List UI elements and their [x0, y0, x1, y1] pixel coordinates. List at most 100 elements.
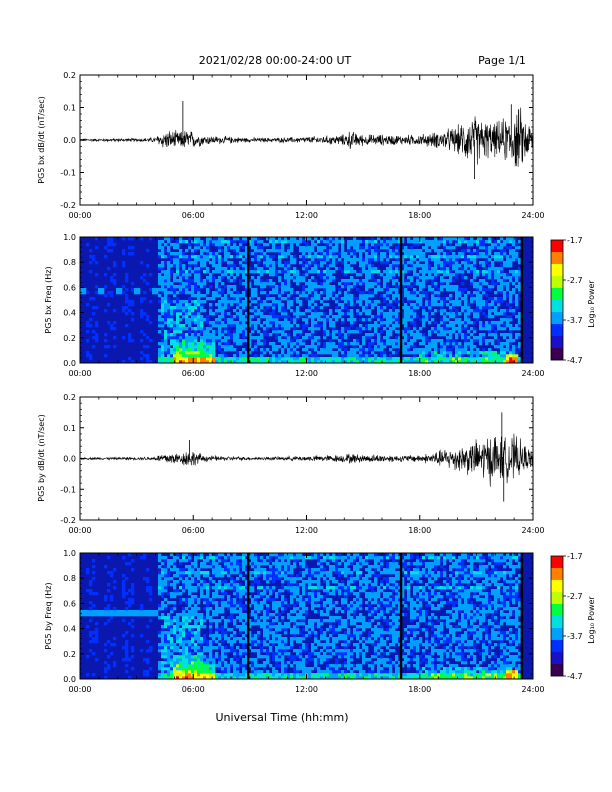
- spectrogram-cell: [212, 243, 216, 247]
- spectrogram-cell: [173, 619, 177, 623]
- spectrogram-cell: [323, 291, 327, 295]
- spectrogram-cell: [185, 676, 189, 680]
- spectrogram-cell: [260, 300, 264, 304]
- spectrogram-cell: [110, 610, 114, 614]
- spectrogram-cell: [464, 318, 468, 322]
- spectrogram-cell: [140, 339, 144, 343]
- spectrogram-cell: [353, 330, 357, 334]
- spectrogram-cell: [182, 348, 186, 352]
- spectrogram-cell: [455, 288, 459, 292]
- spectrogram-cell: [149, 589, 153, 593]
- spectrogram-cell: [200, 252, 204, 256]
- spectrogram-cell: [125, 640, 129, 644]
- spectrogram-cell: [218, 294, 222, 298]
- spectrogram-cell: [410, 342, 414, 346]
- spectrogram-cell: [131, 586, 135, 590]
- spectrogram-cell: [206, 357, 210, 361]
- spectrogram-cell: [158, 360, 162, 364]
- spectrogram-cell: [338, 345, 342, 349]
- spectrogram-cell: [479, 360, 483, 364]
- spectrogram-cell: [416, 348, 420, 352]
- spectrogram-cell: [506, 309, 510, 313]
- colorbar-segment: [551, 270, 563, 273]
- spectrogram-cell: [443, 303, 447, 307]
- spectrogram-cell: [431, 330, 435, 334]
- spectrogram-cell: [164, 676, 168, 680]
- spectrogram-cell: [383, 246, 387, 250]
- spectrogram-cell: [353, 285, 357, 289]
- spectrogram-cell: [281, 357, 285, 361]
- spectrogram-cell: [476, 270, 480, 274]
- spectrogram-cell: [113, 345, 117, 349]
- spectrogram-cell: [182, 628, 186, 632]
- spectrogram-cell: [326, 285, 330, 289]
- spectrogram-cell: [188, 339, 192, 343]
- spectrogram-cell: [452, 345, 456, 349]
- xtick-label: 18:00: [408, 526, 431, 535]
- spectrogram-cell: [227, 243, 231, 247]
- spectrogram-cell: [482, 306, 486, 310]
- spectrogram-cell: [146, 264, 150, 268]
- spectrogram-cell: [179, 345, 183, 349]
- spectrogram-cell: [458, 333, 462, 337]
- spectrogram-cell: [149, 613, 153, 617]
- spectrogram-cell: [236, 297, 240, 301]
- spectrogram-cell: [494, 282, 498, 286]
- spectrogram-cell: [425, 348, 429, 352]
- spectrogram-cell: [254, 246, 258, 250]
- spectrogram-cell: [122, 264, 126, 268]
- spectrogram-cell: [305, 261, 309, 265]
- spectrogram-cell: [254, 300, 258, 304]
- spectrogram-cell: [503, 297, 507, 301]
- spectrogram-cell: [215, 312, 219, 316]
- spectrogram-cell: [392, 339, 396, 343]
- spectrogram-cell: [422, 267, 426, 271]
- spectrogram-cell: [443, 261, 447, 265]
- spectrogram-cell: [335, 261, 339, 265]
- spectrogram-cell: [179, 613, 183, 617]
- spectrogram-cell: [464, 294, 468, 298]
- spectrogram-cell: [110, 574, 114, 578]
- spectrogram-cell: [269, 324, 273, 328]
- spectrogram-cell: [449, 255, 453, 259]
- spectrogram-cell: [332, 345, 336, 349]
- spectrogram-cell: [167, 664, 171, 668]
- spectrogram-cell: [437, 240, 441, 244]
- spectrogram-cell: [182, 670, 186, 674]
- spectrogram-cell: [428, 333, 432, 337]
- spectrogram-cell: [281, 270, 285, 274]
- spectrogram-cell: [515, 315, 519, 319]
- spectrogram-cell: [329, 240, 333, 244]
- spectrogram-cell: [224, 619, 228, 623]
- spectrogram-cell: [224, 318, 228, 322]
- spectrogram-cell: [122, 252, 126, 256]
- spectrogram-cell: [455, 357, 459, 361]
- spectrogram-cell: [197, 583, 201, 587]
- xtick-label: 18:00: [408, 211, 431, 220]
- spectrogram-cell: [236, 312, 240, 316]
- spectrogram-cell: [440, 345, 444, 349]
- spectrogram-cell: [329, 291, 333, 295]
- spectrogram-cell: [452, 285, 456, 289]
- spectrogram-cell: [509, 276, 513, 280]
- spectrogram-cell: [185, 577, 189, 581]
- spectrogram-cell: [248, 324, 252, 328]
- spectrogram-cell: [251, 309, 255, 313]
- spectrogram-cell: [209, 351, 213, 355]
- spectrogram-cell: [197, 327, 201, 331]
- spectrogram-cell: [101, 288, 105, 292]
- spectrogram-cell: [158, 315, 162, 319]
- spectrogram-cell: [86, 291, 90, 295]
- spectrogram-cell: [290, 357, 294, 361]
- spectrogram-cell: [242, 339, 246, 343]
- spectrogram-cell: [419, 354, 423, 358]
- spectrogram-cell: [485, 351, 489, 355]
- spectrogram-cell: [128, 336, 132, 340]
- spectrogram-cell: [179, 291, 183, 295]
- spectrogram-cell: [164, 625, 168, 629]
- spectrogram-cell: [299, 294, 303, 298]
- spectrogram-cell: [446, 339, 450, 343]
- spectrogram-cell: [515, 243, 519, 247]
- colorbar-segment: [551, 266, 563, 269]
- spectrogram-cell: [95, 324, 99, 328]
